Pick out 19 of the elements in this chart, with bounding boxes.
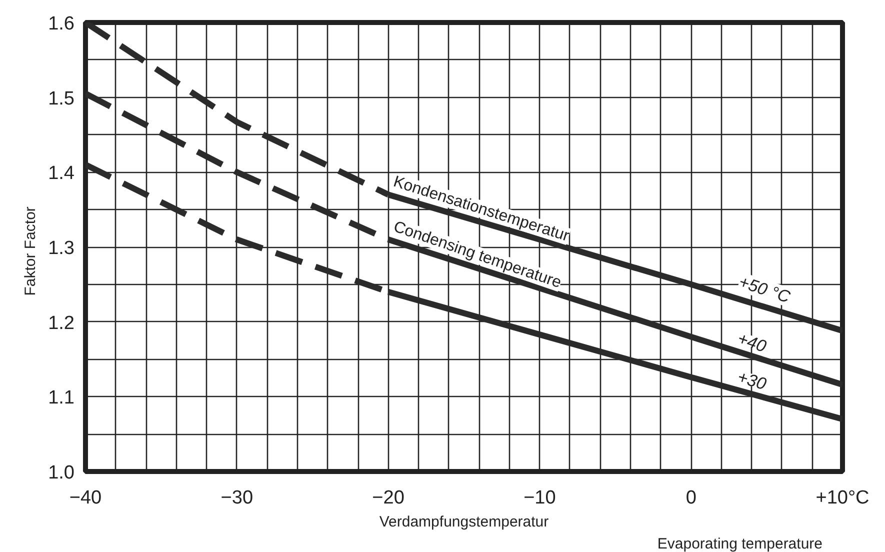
y-axis-title: Faktor Factor [22,206,40,296]
x-tick-label: −40 [69,488,102,508]
y-tick-label: 1.1 [48,388,75,409]
y-tick-label: 1.3 [48,238,75,259]
x-axis-title: Verdampfungstemperatur [379,514,549,530]
text: +40 [735,328,770,356]
y-tick-label: 1.5 [48,88,75,110]
x-tick-label: 0 [686,488,696,508]
text: Evaporating temperature [657,536,823,552]
x-tick-label: −20 [372,488,404,508]
x-tick-label: −30 [220,488,254,508]
y-tick-label: 1.4 [48,163,75,184]
x-tick-label: −10 [524,488,556,508]
text: +30 [735,367,769,394]
y-tick-label: 1.6 [48,14,75,34]
y-tick-label: 1.2 [48,312,75,334]
y-tick-label: 1.0 [48,462,75,484]
text: +50 °C [736,272,794,307]
x-tick-label: +10°C [816,488,870,508]
